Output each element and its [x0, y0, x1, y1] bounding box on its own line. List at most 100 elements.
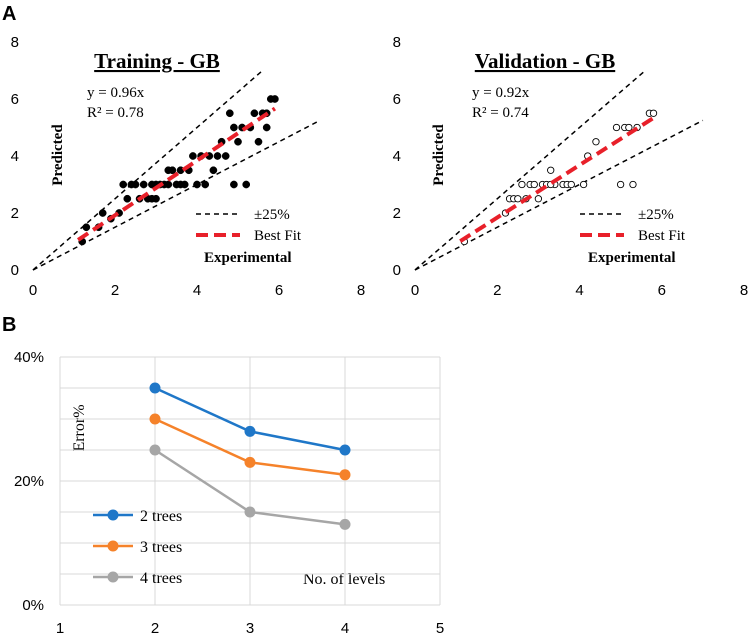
training-point [271, 95, 279, 103]
error-x-tick: 3 [246, 620, 254, 636]
training-point [201, 180, 210, 189]
validation-point [530, 180, 538, 189]
error-x-tick: 5 [436, 620, 444, 636]
training-point [221, 152, 230, 160]
training-point [213, 152, 222, 160]
training-r2: R² = 0.78 [87, 105, 144, 121]
training-lower-bound-line [32, 119, 321, 271]
training-point [193, 180, 201, 189]
training-x-tick: 8 [357, 282, 365, 299]
validation-point [625, 123, 633, 132]
legend-marker-4-trees [107, 571, 119, 583]
validation-x-tick: 2 [493, 282, 501, 299]
validation-point [534, 195, 543, 203]
validation-x-tick: 0 [411, 282, 419, 299]
series-point-3-trees [339, 469, 351, 481]
training-point [225, 109, 234, 118]
panel-label-b: B [2, 314, 16, 336]
training-point [254, 137, 263, 146]
validation-point [649, 109, 658, 117]
training-point [119, 180, 128, 189]
training-equation: y = 0.96x [87, 85, 145, 101]
training-point [242, 180, 251, 189]
validation-x-tick: 8 [740, 282, 748, 299]
training-upper-bound-line [32, 69, 264, 271]
error-y-tick: 0% [22, 597, 44, 614]
validation-point [616, 180, 625, 189]
validation-x-label: Experimental [588, 250, 676, 266]
training-point [262, 123, 271, 132]
validation-point [567, 180, 575, 189]
validation-x-tick: 4 [575, 282, 583, 299]
series-point-3-trees [244, 456, 256, 468]
error-x-tick: 4 [341, 620, 349, 636]
error-y-tick: 20% [14, 473, 44, 490]
validation-scatter-chart: Validation - GB Predicted y = 0.92x R² =… [393, 34, 749, 299]
training-point [209, 166, 218, 175]
training-scatter-chart: Training - GB Predicted y = 0.96x R² = 0… [11, 34, 366, 299]
training-point [131, 180, 140, 189]
validation-point [518, 180, 526, 189]
training-point [176, 180, 185, 189]
series-point-4-trees [244, 506, 256, 518]
legend-label-2-trees: 2 trees [140, 508, 182, 525]
training-point [230, 123, 238, 132]
training-x-tick: 2 [111, 282, 119, 299]
training-point [230, 180, 238, 189]
training-point [189, 152, 197, 160]
training-point [164, 180, 173, 189]
training-y-tick: 2 [11, 205, 19, 222]
validation-point [514, 195, 522, 203]
error-x-tick: 2 [151, 620, 159, 636]
validation-y-tick: 0 [393, 262, 401, 279]
validation-y-tick: 4 [393, 148, 401, 165]
legend-marker-2-trees [107, 509, 119, 521]
training-legend-bounds: ±25% [254, 207, 290, 223]
training-point [98, 209, 107, 217]
training-y-tick: 0 [11, 262, 19, 279]
training-point [148, 194, 156, 203]
validation-r2: R² = 0.74 [472, 105, 529, 121]
training-legend-fit: Best Fit [254, 228, 302, 244]
validation-point [592, 138, 600, 146]
training-y-tick: 6 [11, 91, 19, 108]
training-title: Training - GB [94, 49, 220, 73]
legend-label-4-trees: 4 trees [140, 570, 182, 587]
training-x-label: Experimental [204, 250, 292, 266]
training-y-tick: 4 [11, 148, 19, 165]
validation-x-tick: 6 [658, 282, 666, 299]
validation-point [629, 180, 637, 189]
validation-point [547, 166, 555, 174]
training-point [250, 109, 259, 118]
training-x-tick: 6 [275, 282, 283, 299]
validation-point [579, 180, 588, 189]
validation-lower-bound-line [414, 119, 704, 271]
training-point [234, 137, 242, 146]
training-point [123, 194, 132, 203]
validation-legend-bounds: ±25% [638, 207, 674, 223]
error-line-chart: Error% No. of levels 1 2 3 4 5 0% 20% 40% 2 tree… [14, 349, 444, 636]
training-point [164, 166, 173, 175]
error-x-tick: 1 [56, 620, 64, 636]
series-point-4-trees [149, 444, 161, 456]
panel-label-a: A [2, 3, 16, 25]
series-point-3-trees [149, 413, 161, 425]
validation-y-tick: 6 [393, 91, 401, 108]
validation-upper-bound-line [414, 69, 646, 271]
error-y-tick: 40% [14, 349, 44, 366]
series-point-2-trees [339, 444, 351, 456]
training-y-tick: 8 [11, 34, 19, 51]
validation-point [612, 123, 621, 132]
training-best-fit-line [76, 106, 277, 242]
training-point [82, 223, 91, 232]
legend-label-3-trees: 3 trees [140, 539, 182, 556]
validation-legend-fit: Best Fit [638, 228, 686, 244]
series-point-2-trees [149, 382, 161, 394]
error-y-label: Error% [71, 404, 88, 451]
training-x-tick: 4 [193, 282, 201, 299]
training-y-label: Predicted [50, 124, 66, 186]
validation-best-fit-line [459, 116, 655, 243]
error-x-label: No. of levels [303, 571, 385, 588]
training-point [139, 180, 148, 189]
